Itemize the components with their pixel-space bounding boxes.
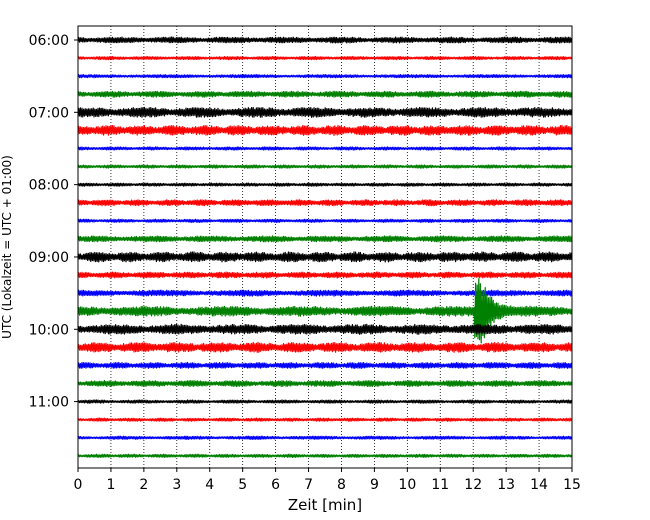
x-tick-label: 6	[271, 477, 280, 493]
trace-row	[77, 164, 573, 169]
trace-row	[77, 251, 573, 263]
trace-row	[77, 379, 573, 388]
trace-row	[77, 453, 573, 458]
trace-row	[77, 74, 573, 79]
x-axis: 0 1 2 3 4 5 6 7 8 9 10 11 12 13 14 15	[74, 468, 581, 493]
trace-row	[77, 55, 573, 61]
y-tick-label: 08:00	[29, 178, 69, 194]
trace-row	[77, 124, 573, 136]
y-axis-label: UTC (Lokalzeit = UTC + 01:00)	[0, 155, 14, 339]
x-tick-label: 15	[563, 477, 581, 493]
trace-row	[77, 323, 573, 335]
x-tick-label: 14	[530, 477, 548, 493]
x-tick-label: 2	[139, 477, 148, 493]
x-tick-label: 9	[370, 477, 379, 493]
y-tick-label: 07:00	[29, 105, 69, 121]
trace-row	[77, 182, 573, 187]
x-tick-label: 3	[172, 477, 181, 493]
trace-row	[77, 90, 573, 98]
x-tick-label: 13	[497, 477, 515, 493]
trace-row	[77, 106, 573, 118]
trace-row	[77, 399, 573, 404]
x-tick-label: 1	[106, 477, 115, 493]
y-axis: 06:00 07:00 08:00 09:00 10:00 11:00	[29, 33, 78, 411]
x-tick-label: 11	[431, 477, 449, 493]
y-tick-label: 11:00	[29, 395, 69, 411]
trace-row	[77, 146, 573, 151]
trace-row	[77, 341, 573, 353]
x-axis-label: Zeit [min]	[288, 496, 362, 514]
trace-row	[77, 199, 573, 207]
x-tick-label: 5	[238, 477, 247, 493]
y-tick-label: 06:00	[29, 33, 69, 49]
trace-row	[77, 361, 573, 369]
y-tick-label: 10:00	[29, 322, 69, 338]
trace-row	[77, 271, 573, 279]
x-tick-label: 4	[205, 477, 214, 493]
trace-row	[77, 435, 573, 440]
plot-frame	[77, 25, 573, 469]
trace-rows	[77, 36, 573, 458]
x-tick-label: 12	[464, 477, 482, 493]
trace-row	[77, 235, 573, 243]
trace-row	[77, 36, 573, 44]
trace-row	[77, 289, 573, 297]
x-tick-label: 0	[74, 477, 83, 493]
x-tick-label: 7	[304, 477, 313, 493]
trace-row	[77, 417, 573, 422]
x-tick-label: 10	[398, 477, 416, 493]
x-tick-label: 8	[337, 477, 346, 493]
y-tick-label: 09:00	[29, 250, 69, 266]
trace-row	[77, 218, 573, 223]
trace-row	[77, 278, 573, 344]
